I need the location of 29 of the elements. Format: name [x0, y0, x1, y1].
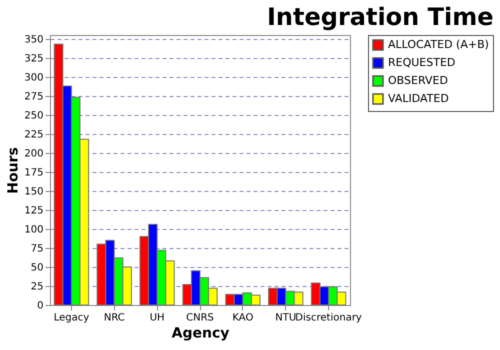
x-tick-label: NTU: [275, 312, 296, 324]
x-tick-label: UH: [150, 312, 165, 324]
y-tick-label: 325: [24, 53, 44, 64]
y-axis-title: Hours: [5, 147, 22, 194]
y-tick-label: 300: [24, 72, 44, 84]
y-tick-label: 150: [24, 186, 44, 198]
y-tick-label: 175: [24, 167, 44, 178]
y-tick-label: 125: [24, 205, 44, 216]
y-tick-label: 25: [30, 281, 44, 292]
x-axis-title: Agency: [172, 326, 230, 342]
legend-label: VALIDATED: [388, 92, 449, 105]
y-tick-label: 100: [24, 224, 44, 236]
x-tick-label: KAO: [232, 312, 254, 324]
x-tick-label: CNRS: [186, 312, 214, 324]
y-tick-label: 225: [24, 129, 44, 140]
legend-label: ALLOCATED (A+B): [388, 38, 489, 51]
y-tick-label: 50: [30, 262, 44, 274]
x-tick-label: Discretionary: [295, 312, 362, 324]
x-tick-label: NRC: [104, 312, 125, 324]
legend-label: REQUESTED: [388, 56, 456, 69]
x-tick-label: Legacy: [54, 312, 90, 324]
y-tick-label: 275: [24, 91, 44, 102]
chart-title: Integration Time: [267, 2, 494, 31]
y-tick-label: 250: [24, 110, 44, 122]
y-tick-label: 0: [37, 300, 44, 312]
y-tick-label: 350: [24, 34, 44, 46]
y-tick-label: 200: [24, 148, 44, 160]
legend-label: OBSERVED: [388, 74, 448, 87]
y-tick-label: 75: [30, 243, 44, 254]
